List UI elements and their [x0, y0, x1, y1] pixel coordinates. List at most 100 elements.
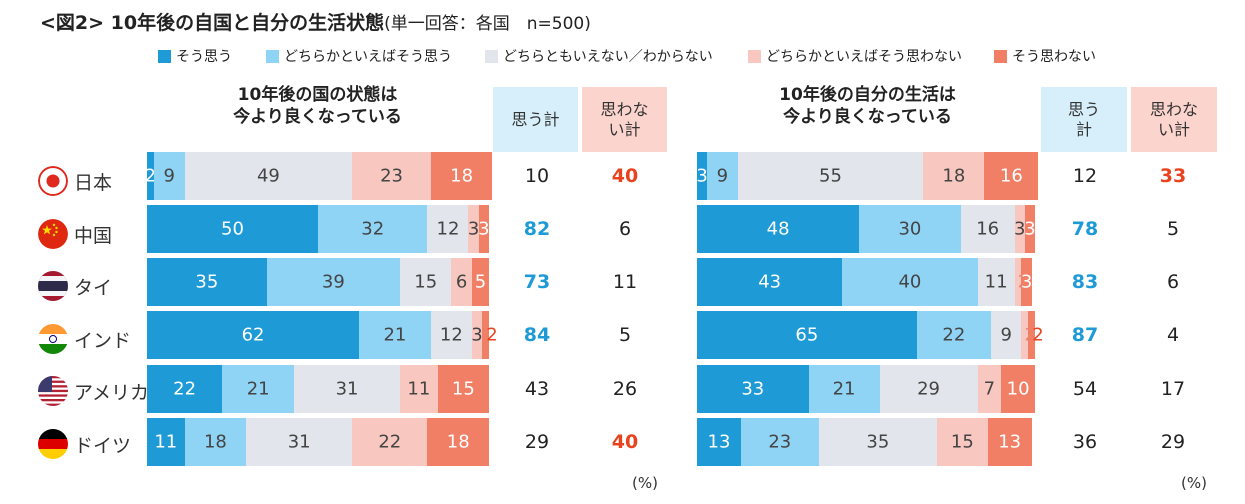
bar-segment-neutral	[737, 152, 924, 200]
bar-value-label: 3	[1020, 271, 1033, 293]
bar-segment-dochira-so	[916, 311, 992, 359]
bar-segment-so-omou	[697, 418, 741, 466]
panel-1-percent-unit: (%)	[632, 474, 658, 492]
bar-segment-so-omou	[147, 365, 223, 413]
legend-label: どちらともいえない／わからない	[503, 49, 713, 65]
bar-value-label: 35	[866, 431, 890, 453]
bar-segment-neutral	[818, 418, 937, 466]
bar-value-label: 3	[1024, 218, 1036, 240]
bar-segment-so-omou	[147, 418, 185, 466]
legend-label: そう思う	[176, 49, 232, 65]
bar-segment-so-omou	[697, 365, 809, 413]
bar-segment-dochira-not	[1014, 258, 1022, 306]
bar-value-label: 31	[335, 378, 359, 400]
bar-segment-so-omou	[697, 205, 860, 253]
bar-value-label: 3	[696, 165, 708, 187]
omou-total-value: 54	[1072, 378, 1098, 400]
bar-segment-dochira-not	[468, 205, 479, 253]
bar-value-label: 21	[246, 378, 270, 400]
bar-segment-so-omou	[697, 152, 708, 200]
omou-total-value: 84	[523, 324, 551, 346]
country-row-usa: アメリカ	[38, 371, 149, 411]
country-row-india: インド	[38, 319, 131, 359]
bar-value-label: 15	[414, 271, 438, 293]
bar-segment-dochira-not	[936, 418, 988, 466]
bar-segment-neutral	[184, 152, 353, 200]
bar-segment-dochira-so	[707, 152, 738, 200]
bar-value-label: 32	[361, 218, 385, 240]
bar-value-label: 43	[758, 271, 782, 293]
bar-segment-not	[478, 205, 489, 253]
legend-item-so-omou: そう思う	[158, 46, 232, 66]
country-row-japan: 日本	[38, 161, 112, 201]
bar-segment-dochira-so	[359, 311, 431, 359]
country-label: ドイツ	[74, 434, 132, 457]
legend-item-not: そう思わない	[994, 46, 1096, 66]
bar-segment-not	[1021, 258, 1032, 306]
bar-value-label: 31	[287, 431, 311, 453]
bar-segment-dochira-not	[1014, 205, 1025, 253]
bar-value-label: 18	[446, 431, 470, 453]
bar-segment-so-omou	[697, 311, 917, 359]
bar-value-label: 13	[998, 431, 1022, 453]
omou-total-value: 73	[523, 271, 551, 293]
panel-1-omowanai-header: 思わない計	[582, 87, 667, 152]
bar-segment-neutral	[960, 205, 1015, 253]
country-label: タイ	[74, 276, 113, 299]
panel-1-title-line-2: 今より良くなっている	[233, 107, 402, 127]
bar-segment-so-omou	[147, 311, 360, 359]
omowanai-total-value: 4	[1166, 324, 1180, 346]
bar-segment-dochira-not	[352, 418, 428, 466]
panel-2-title-line-1: 10年後の自分の生活は	[779, 85, 956, 105]
bar-segment-dochira-not	[1021, 311, 1029, 359]
omowanai-total-value: 17	[1160, 378, 1186, 400]
bar-value-label: 9	[1000, 324, 1012, 346]
bar-segment-neutral	[246, 418, 353, 466]
bar-value-label: 10	[1006, 378, 1030, 400]
country-label: 日本	[74, 171, 113, 194]
bar-segment-neutral	[991, 311, 1022, 359]
bar-value-label: 16	[999, 165, 1023, 187]
bar-value-label: 15	[950, 431, 974, 453]
bar-segment-dochira-not	[400, 365, 438, 413]
bar-segment-dochira-not	[451, 258, 472, 306]
bar-segment-neutral	[879, 365, 978, 413]
bar-segment-not	[437, 365, 489, 413]
bar-value-label: 23	[380, 165, 403, 187]
legend-swatch	[748, 49, 761, 63]
bar-segment-not	[427, 418, 489, 466]
omowanai-total-value: 40	[611, 165, 639, 187]
country-label: 中国	[74, 224, 113, 247]
omowanai-total-value: 5	[618, 324, 632, 346]
bar-value-label: 50	[221, 218, 244, 240]
country-row-germany: ドイツ	[38, 424, 131, 464]
omou-total-value: 82	[523, 218, 551, 240]
omou-total-value: 43	[524, 378, 550, 400]
omowanai-total-value: 6	[618, 218, 632, 240]
bar-segment-neutral	[400, 258, 452, 306]
omou-total-value: 87	[1071, 324, 1099, 346]
bar-segment-dochira-so	[740, 418, 819, 466]
bar-value-label: 33	[741, 378, 765, 400]
bar-value-label: 18	[450, 165, 474, 187]
bar-segment-dochira-so	[842, 258, 978, 306]
bar-value-label: 18	[203, 431, 227, 453]
bar-segment-not	[984, 152, 1039, 200]
omowanai-total-value: 29	[1160, 431, 1186, 453]
legend-swatch	[158, 49, 171, 63]
figure-title: <図2> 10年後の自国と自分の生活状態(単一回答：各国 n=500)	[40, 8, 591, 35]
panel-2-title-line-2: 今より良くなっている	[783, 107, 952, 127]
bar-value-label: 9	[163, 165, 175, 187]
bar-value-label: 40	[898, 271, 922, 293]
panel-1-omou-header: 思う計	[493, 87, 578, 152]
bar-value-label: 2	[1032, 324, 1044, 346]
bar-segment-so-omou	[147, 258, 267, 306]
legend-label: どちらかといえばそう思う	[284, 49, 452, 65]
bar-segment-not	[1001, 365, 1035, 413]
bar-value-label: 2	[144, 165, 157, 187]
bar-segment-not	[1024, 205, 1035, 253]
bar-segment-neutral	[294, 365, 401, 413]
bar-segment-dochira-not	[471, 311, 483, 359]
panel-1-title-line-1: 10年後の国の状態は	[237, 85, 398, 105]
bar-value-label: 11	[407, 378, 431, 400]
